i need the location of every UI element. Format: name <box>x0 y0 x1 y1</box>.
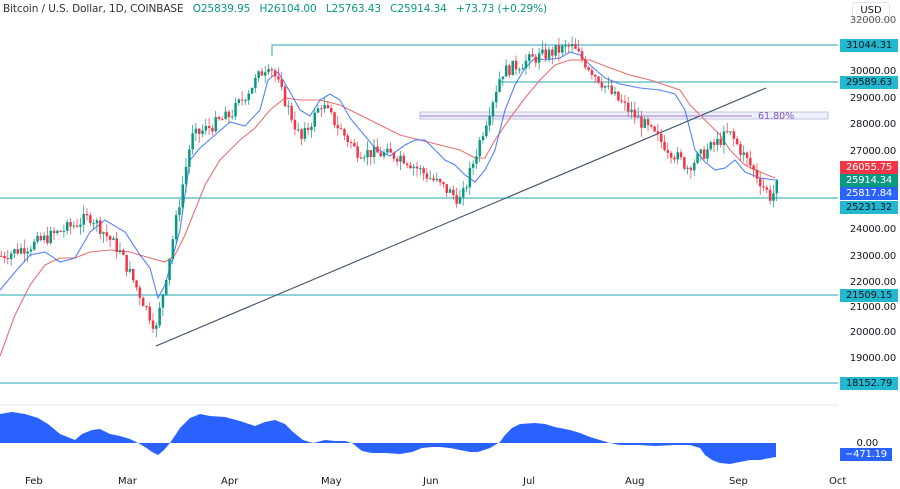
high-value: H26104.00 <box>259 3 317 15</box>
y-tick: 24000.00 <box>849 224 896 235</box>
symbol-legend: Bitcoin / U.S. Dollar, 1D, COINBASE O258… <box>3 3 547 15</box>
open-value: O25839.95 <box>192 3 251 15</box>
oscillator-area <box>0 412 776 464</box>
fib-label: 61.80% <box>758 111 794 122</box>
oscillator-panel <box>0 412 776 464</box>
x-tick-oct: Oct <box>829 476 847 487</box>
candlesticks <box>0 36 778 338</box>
change-value: +73.73 (+0.29%) <box>455 3 548 15</box>
y-tick: 21000.00 <box>849 302 896 313</box>
symbol-title: Bitcoin / U.S. Dollar, 1D, COINBASE <box>3 3 184 15</box>
y-tick: 32000.00 <box>849 15 896 26</box>
x-tick-jul: Jul <box>523 476 536 487</box>
price-tag-31044: 31044.31 <box>840 39 898 52</box>
x-tick-apr: Apr <box>221 476 239 487</box>
price-tag-18152: 18152.79 <box>840 377 898 390</box>
y-tick: 27000.00 <box>849 146 896 157</box>
y-tick: 30000.00 <box>849 66 896 77</box>
y-tick: 19000.00 <box>849 353 896 364</box>
x-tick-mar: Mar <box>118 476 137 487</box>
price-tag-25231: 25231.32 <box>840 201 898 214</box>
close-value: C25914.34 <box>390 3 447 15</box>
trendline[interactable] <box>155 87 767 347</box>
y-tick: 22000.00 <box>849 277 896 288</box>
price-tag-21509: 21509.15 <box>840 289 898 302</box>
y-tick: 28000.00 <box>849 119 896 130</box>
x-tick-aug: Aug <box>625 476 645 487</box>
oscillator-value-tag: −471.19 <box>840 448 892 461</box>
fast-ma-line <box>0 51 776 300</box>
x-tick-sep: Sep <box>729 476 748 487</box>
y-tick: 23000.00 <box>849 251 896 262</box>
currency-button[interactable]: USD <box>852 2 890 20</box>
slow-ma-line <box>0 59 776 357</box>
price-tag-29589: 29589.63 <box>840 76 898 89</box>
x-tick-feb: Feb <box>25 476 43 487</box>
oscillator-zero-tick: 0.00 <box>856 438 879 449</box>
price-tag-slow-ma: 26055.75 <box>840 161 898 174</box>
support-resistance-lines <box>0 44 838 384</box>
y-tick: 29000.00 <box>849 93 896 104</box>
low-value: L25763.43 <box>325 3 381 15</box>
x-tick-may: May <box>321 476 342 487</box>
price-tag-last-close: 25914.34 <box>840 174 898 187</box>
fibonacci-61.8-zone[interactable]: 61.80% <box>419 111 829 122</box>
price-tag-fast-ma: 25817.84 <box>840 187 898 200</box>
y-tick: 20000.00 <box>849 327 896 338</box>
x-tick-jun: Jun <box>423 476 439 487</box>
